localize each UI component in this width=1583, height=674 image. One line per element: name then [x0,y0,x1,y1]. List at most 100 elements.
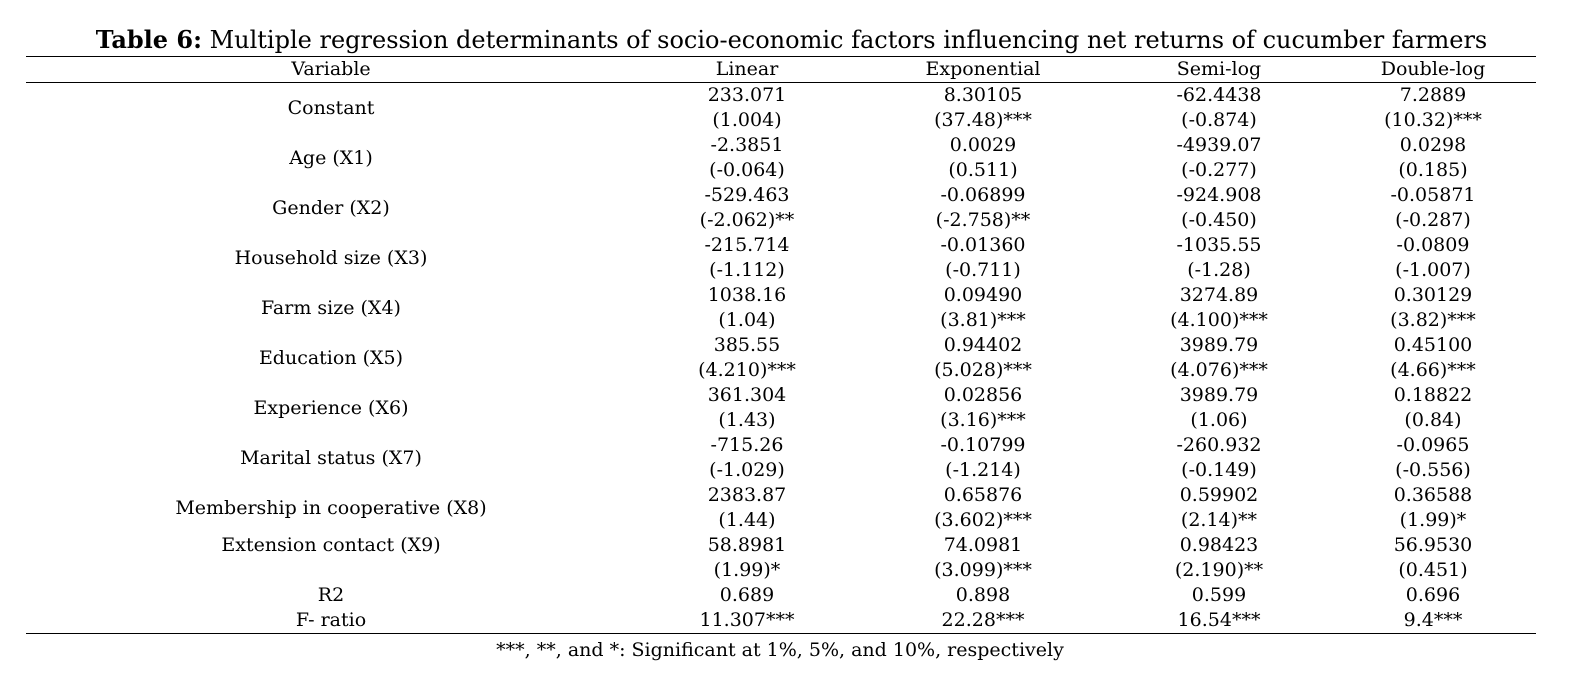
t-value-cell: (5.028)*** [934,359,1032,381]
t-value-cell: (-0.149) [1181,459,1257,481]
coefficient-cell: 0.36588 [1393,484,1473,506]
summary-row: F- ratio 11.307*** 22.28*** 16.54*** 9.4*** [26,608,1536,634]
coefficient-cell: 74.0981 [943,534,1023,556]
variable-label: Education (X5) [258,346,404,369]
t-value-cell: (1.06) [1190,409,1248,431]
table-row-coefficient: Household size (X3) -215.714 -0.01360 -1035… [26,233,1536,269]
coefficient-cell: 0.59902 [1179,484,1259,506]
header-double-log: Double-log [1380,58,1486,80]
table-row-coefficient: Extension contact (X9) 58.8981 74.0981 0.98… [26,533,1536,558]
summary-label: R2 [317,584,345,606]
table-row-t-value: (-1.029) (-1.214) (-0.149) (-0.556) [26,458,1536,483]
t-value-cell: (0.185) [1398,159,1468,181]
variable-label: Farm size (X4) [261,296,401,319]
coefficient-cell: -0.10799 [940,434,1026,456]
coefficient-cell: 8.30105 [943,84,1023,106]
t-value-cell: (3.81)*** [940,309,1026,331]
summary-row: R2 0.689 0.898 0.599 0.696 [26,583,1536,608]
coefficient-cell: 0.02856 [943,384,1023,406]
t-value-cell: (-0.556) [1395,459,1471,481]
t-value-cell: (1.43) [718,409,776,431]
table-row-t-value: (1.04) (3.81)*** (4.100)*** (3.82)*** [26,308,1536,333]
table-row-coefficient: Gender (X2) -529.463 -0.06899 -924.908 -0.05… [26,183,1536,219]
coefficient-cell: -715.26 [710,434,784,456]
table-row-coefficient: Marital status (X7) -715.26 -0.10799 -260.9… [26,433,1536,469]
coefficient-cell: 361.304 [707,384,787,406]
coefficient-cell: 3274.89 [1179,284,1259,306]
coefficient-cell: -0.01360 [940,234,1026,256]
t-value-cell: (-0.711) [945,259,1021,281]
t-value-cell: (-1.214) [945,459,1021,481]
variable-label: Age (X1) [289,146,373,169]
summary-value-cell: 0.696 [1405,584,1461,606]
header-variable: Variable [291,58,371,80]
header-semi-log: Semi-log [1176,58,1262,80]
coefficient-cell: 0.30129 [1393,284,1473,306]
coefficient-cell: 7.2889 [1399,84,1467,106]
table-row-t-value: (4.210)*** (5.028)*** (4.076)*** (4.66)*** [26,358,1536,383]
table-caption: Multiple regression determinants of soci… [201,26,1488,54]
table-header: Variable Linear Exponential Semi-log Dou… [26,56,1536,83]
summary-value-cell: 22.28*** [941,609,1025,631]
t-value-cell: (4.66)*** [1390,359,1476,381]
variable-label: Household size (X3) [234,246,428,269]
t-value-cell: (3.82)*** [1390,309,1476,331]
coefficient-cell: 1038.16 [707,284,787,306]
coefficient-cell: 58.8981 [707,534,787,556]
summary-value-cell: 16.54*** [1177,609,1261,631]
coefficient-cell: -215.714 [704,234,790,256]
t-value-cell: (-1.007) [1395,259,1471,281]
t-value-cell: (1.99)* [1399,509,1467,531]
table-row-coefficient: Farm size (X4) 1038.16 0.09490 3274.89 0.301… [26,283,1536,319]
t-value-cell: (37.48)*** [934,109,1032,131]
coefficient-cell: -260.932 [1176,434,1262,456]
summary-value-cell: 0.898 [955,584,1011,606]
summary-value-cell: 0.689 [719,584,775,606]
coefficient-cell: -2.3851 [710,134,784,156]
variable-label: Membership in cooperative (X8) [175,496,487,519]
table-row-t-value: (-2.062)** (-2.758)** (-0.450) (-0.287) [26,208,1536,233]
t-value-cell: (-0.287) [1395,209,1471,231]
coefficient-cell: -924.908 [1176,184,1262,206]
header-exponential: Exponential [925,58,1041,80]
t-value-cell: (-1.029) [709,459,785,481]
table-title: Table 6: Multiple regression determinant… [0,24,1583,56]
coefficient-cell: -62.4438 [1176,84,1262,106]
coefficient-cell: 0.45100 [1393,334,1473,356]
summary-value-cell: 9.4*** [1403,609,1463,631]
coefficient-cell: 0.65876 [943,484,1023,506]
t-value-cell: (-0.450) [1181,209,1257,231]
coefficient-cell: 0.98423 [1179,534,1259,556]
coefficient-cell: -0.06899 [940,184,1026,206]
header-linear: Linear [715,58,779,80]
coefficient-cell: 3989.79 [1179,384,1259,406]
variable-label: Extension contact (X9) [221,534,441,556]
summary-label: F- ratio [295,609,367,631]
table-number: Table 6: [95,25,202,54]
t-value-cell: (2.190)** [1174,559,1264,581]
t-value-cell: (3.099)*** [934,559,1032,581]
t-value-cell: (1.04) [718,309,776,331]
coefficient-cell: 56.9530 [1393,534,1473,556]
coefficient-cell: 0.94402 [943,334,1023,356]
t-value-cell: (3.16)*** [940,409,1026,431]
t-value-cell: (-1.28) [1187,259,1251,281]
table-row-t-value: (-1.112) (-0.711) (-1.28) (-1.007) [26,258,1536,283]
table-row-coefficient: Education (X5) 385.55 0.94402 3989.79 0.4510… [26,333,1536,369]
t-value-cell: (4.210)*** [698,359,796,381]
variable-label: Experience (X6) [253,396,409,419]
variable-label: Marital status (X7) [240,446,422,469]
coefficient-cell: 3989.79 [1179,334,1259,356]
coefficient-cell: 0.0029 [949,134,1017,156]
t-value-cell: (1.99)* [713,559,781,581]
coefficient-cell: -4939.07 [1176,134,1262,156]
coefficient-cell: -1035.55 [1176,234,1262,256]
coefficient-cell: -529.463 [704,184,790,206]
table-row-coefficient: Constant 233.071 8.30105 -62.4438 7.2889 [26,83,1536,119]
t-value-cell: (-0.064) [709,159,785,181]
t-value-cell: (4.076)*** [1170,359,1268,381]
coefficient-cell: 233.071 [707,84,787,106]
t-value-cell: (2.14)** [1180,509,1258,531]
table-row-coefficient: Experience (X6) 361.304 0.02856 3989.79 0.18… [26,383,1536,419]
